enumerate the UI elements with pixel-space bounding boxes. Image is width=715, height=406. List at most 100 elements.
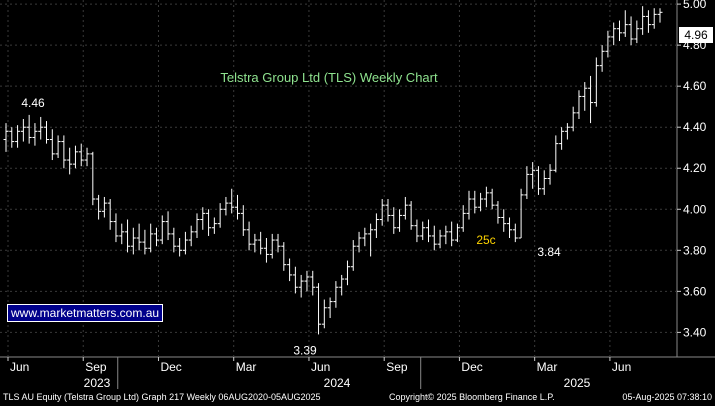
x-tick-label: Dec xyxy=(461,360,482,374)
ohlc-bar xyxy=(246,221,252,251)
ohlc-bar xyxy=(425,219,431,243)
y-tick-label: 4.60 xyxy=(683,79,707,93)
ohlc-bar xyxy=(420,221,426,241)
ohlc-bar xyxy=(263,238,269,263)
ohlc-bar xyxy=(194,213,200,238)
ohlc-bar xyxy=(159,215,165,245)
ohlc-bar xyxy=(3,123,9,152)
ohlc-bar xyxy=(269,233,275,259)
ohlc-bar xyxy=(530,162,536,189)
ohlc-bar xyxy=(408,201,414,230)
ohlc-bar xyxy=(38,116,44,140)
y-tick-label: 4.00 xyxy=(683,202,707,216)
ohlc-bar xyxy=(78,143,84,167)
ohlc-bar xyxy=(90,151,96,206)
x-tick-label: Jun xyxy=(311,360,330,374)
ohlc-bar xyxy=(49,129,55,161)
ohlc-bar xyxy=(298,274,304,298)
chart-grid xyxy=(0,0,715,358)
ohlc-bar xyxy=(235,194,241,220)
x-tick-label: Sep xyxy=(386,360,408,374)
ohlc-bar xyxy=(136,223,142,251)
ohlc-bar xyxy=(379,199,385,226)
ohlc-bar xyxy=(483,186,489,208)
ohlc-bar xyxy=(385,199,391,222)
ohlc-bar xyxy=(368,223,374,257)
ohlc-bar xyxy=(350,240,356,271)
ohlc-bar xyxy=(640,6,646,35)
ohlc-bar xyxy=(200,207,206,230)
y-axis: 3.403.603.804.004.204.404.604.805.00 xyxy=(677,0,707,339)
ohlc-bar xyxy=(657,8,663,23)
footer-security-info: TLS AU Equity (Telstra Group Ltd) Graph … xyxy=(3,392,321,402)
ohlc-bar xyxy=(96,194,102,220)
ohlc-bar xyxy=(402,196,408,220)
ohlc-bar xyxy=(119,223,125,245)
y-tick-label: 3.40 xyxy=(683,325,707,339)
ohlc-bar xyxy=(211,217,217,234)
ohlc-bar xyxy=(645,10,651,33)
ohlc-bar xyxy=(593,57,599,107)
ohlc-bar xyxy=(599,45,605,72)
y-tick-label: 4.40 xyxy=(683,120,707,134)
ohlc-bar xyxy=(281,242,287,271)
y-tick-label: 4.20 xyxy=(683,161,707,175)
ohlc-bar xyxy=(576,90,582,119)
ohlc-bar xyxy=(524,166,530,200)
ohlc-bar xyxy=(443,225,449,245)
last-price-label: 4.96 xyxy=(679,27,713,43)
ohlc-bar xyxy=(634,20,640,44)
ohlc-bar xyxy=(333,281,339,308)
ohlc-bar xyxy=(339,274,345,296)
ohlc-bar xyxy=(564,123,570,140)
ohlc-bar xyxy=(310,270,316,296)
ohlc-bar xyxy=(495,201,501,224)
ohlc-bar xyxy=(559,127,565,150)
ohlc-bar xyxy=(15,125,21,148)
chart-title: Telstra Group Ltd (TLS) Weekly Chart xyxy=(220,70,438,85)
ohlc-bar xyxy=(605,30,611,58)
ohlc-bar xyxy=(414,219,420,243)
ohlc-bar xyxy=(518,188,524,239)
ohlc-bar xyxy=(460,205,466,232)
ohlc-bars xyxy=(3,6,663,335)
watermark-link[interactable]: www.marketmatters.com.au xyxy=(7,304,164,322)
ohlc-bar xyxy=(616,20,622,42)
ohlc-bar xyxy=(466,190,472,220)
ohlc-bar xyxy=(142,229,148,255)
x-tick-label: Mar xyxy=(537,360,558,374)
chart-annotation: 4.99 xyxy=(619,0,643,1)
ohlc-bar xyxy=(275,233,281,253)
ohlc-bar xyxy=(9,127,15,148)
ohlc-bar xyxy=(153,227,159,247)
ohlc-bar xyxy=(431,225,437,251)
ohlc-bar xyxy=(107,199,113,230)
ohlc-bar xyxy=(101,196,107,218)
ohlc-bar xyxy=(182,231,188,255)
ohlc-bar xyxy=(61,135,67,169)
ohlc-bar xyxy=(437,229,443,249)
ohlc-bar xyxy=(356,231,362,253)
ohlc-bar xyxy=(130,227,136,255)
ohlc-bar xyxy=(165,211,171,241)
footer-timestamp: 05-Aug-2025 07:38:10 xyxy=(622,392,712,402)
ohlc-bar xyxy=(229,188,235,214)
ohlc-bar xyxy=(535,166,541,195)
chart-annotation: 4.46 xyxy=(21,96,45,110)
ohlc-bar xyxy=(217,203,223,228)
x-tick-label: Mar xyxy=(236,360,257,374)
x-tick-label: Jun xyxy=(612,360,631,374)
ohlc-bar xyxy=(327,297,333,319)
chart-annotation: 25c xyxy=(476,233,495,247)
ohlc-bar xyxy=(32,123,38,146)
ohlc-bar xyxy=(44,121,50,144)
ohlc-bar xyxy=(454,223,460,243)
ohlc-bar xyxy=(177,238,183,257)
ohlc-bar xyxy=(472,190,478,214)
ohlc-bar xyxy=(67,147,73,175)
x-tick-label: Jun xyxy=(10,360,29,374)
footer-bar: TLS AU Equity (Telstra Group Ltd) Graph … xyxy=(0,389,715,406)
chart-annotation: 3.39 xyxy=(293,343,317,357)
footer-copyright: Copyright© 2025 Bloomberg Finance L.P. xyxy=(389,392,555,402)
y-tick-label: 3.60 xyxy=(683,284,707,298)
